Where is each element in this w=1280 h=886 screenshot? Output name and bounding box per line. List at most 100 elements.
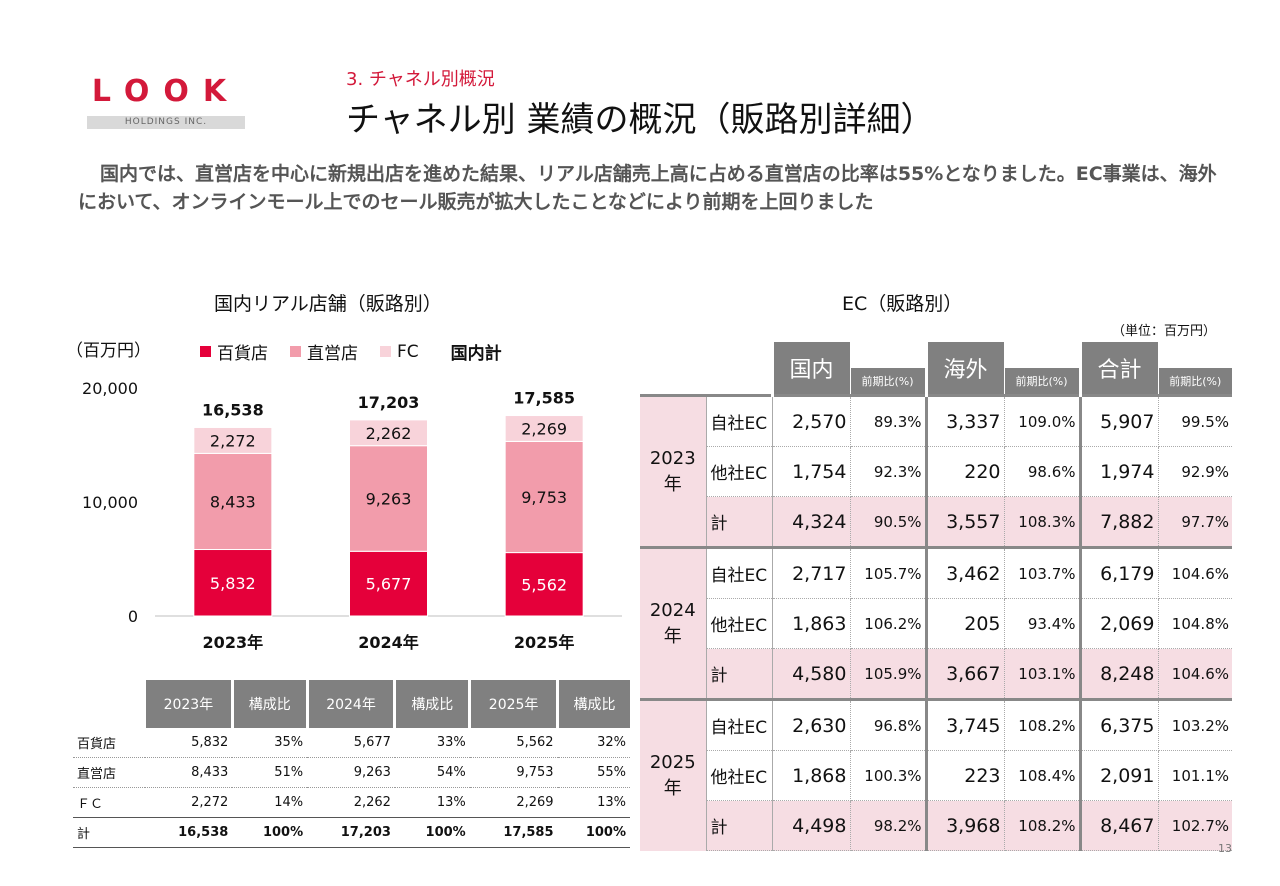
- ec-header-yoy: 前期比(%): [1003, 368, 1080, 396]
- ec-value-cell: 2,091: [1080, 750, 1159, 801]
- ec-row: 他社EC 1,863 106.2% 205 93.4% 2,069 104.8%: [640, 598, 1232, 649]
- ec-header-overseas: 海外: [924, 342, 1004, 396]
- summary-header-row: 2023年 構成比 2024年 構成比 2025年 構成比: [73, 680, 630, 728]
- ec-yoy-cell: 96.8%: [850, 698, 928, 751]
- summary-cell: 2,269: [469, 787, 558, 818]
- ec-yoy-cell: 92.9%: [1158, 446, 1232, 497]
- ec-value-cell: 6,375: [1080, 698, 1159, 751]
- ec-title: EC（販路別）: [842, 293, 963, 315]
- ec-header-blank: [706, 342, 772, 368]
- summary-cell: 100%: [394, 817, 470, 848]
- ec-value-cell: 4,580: [772, 648, 851, 700]
- ec-value-cell: 1,863: [772, 598, 851, 649]
- ec-value-cell: 223: [926, 750, 1005, 801]
- summary-cell: 13%: [557, 787, 630, 818]
- summary-header-ratio: 構成比: [230, 680, 308, 728]
- ec-value-cell: 220: [926, 446, 1005, 497]
- summary-row: ＦＣ 2,272 14% 2,262 13% 2,269 13%: [73, 787, 630, 818]
- legend-direct-label: 直営店: [307, 344, 358, 364]
- bar-total-label: 17,203: [358, 393, 420, 412]
- bar-value-label: 5,677: [366, 575, 412, 594]
- ec-yoy-cell: 105.7%: [850, 546, 928, 599]
- bar-value-label: 2,262: [366, 424, 412, 443]
- ec-yoy-cell: 105.9%: [850, 648, 928, 700]
- legend-total: 国内計: [451, 339, 502, 364]
- summary-row: 計 16,538 100% 17,203 100% 17,585 100%: [73, 817, 630, 848]
- legend-direct: 直営店: [290, 339, 358, 364]
- bar-segment: [504, 415, 584, 442]
- ec-channel-label: 自社EC: [706, 546, 773, 599]
- ec-yoy-cell: 98.6%: [1004, 446, 1082, 497]
- ec-year-number: 2024: [649, 599, 696, 621]
- logo-band: [87, 116, 245, 129]
- ec-yoy-cell: 93.4%: [1004, 598, 1082, 649]
- ec-year-suffix: 年: [663, 777, 682, 799]
- y-tick-label: 20,000: [82, 379, 138, 398]
- legend-direct-swatch: [290, 346, 301, 357]
- ec-year-suffix: 年: [663, 625, 682, 647]
- bar-total-label: 16,538: [202, 400, 264, 419]
- legend-total-label: 国内計: [450, 344, 502, 364]
- ec-value-cell: 205: [926, 598, 1005, 649]
- summary-cell: 14%: [232, 787, 308, 818]
- ec-header-blank: [1158, 342, 1232, 368]
- ec-yoy-cell: 104.8%: [1158, 598, 1232, 649]
- ec-yoy-cell: 108.2%: [1004, 800, 1082, 851]
- ec-header-yoy: 前期比(%): [1157, 368, 1232, 396]
- ec-unit-label: （単位：百万円）: [1112, 324, 1217, 339]
- bar-value-label: 9,263: [366, 489, 412, 508]
- summary-cell: 55%: [557, 757, 630, 788]
- summary-header-ratio: 構成比: [393, 680, 470, 728]
- ec-year-cell: 2023 年: [640, 394, 707, 548]
- company-logo: LOOK HOLDINGS INC.: [87, 66, 245, 132]
- summary-cell: 16,538: [144, 817, 233, 848]
- ec-yoy-cell: 98.2%: [850, 800, 928, 851]
- ec-channel-label: 他社EC: [706, 446, 773, 497]
- ec-header-total: 合計: [1078, 342, 1158, 396]
- ec-header-yoy: 前期比(%): [849, 368, 926, 396]
- legend-fc: FC: [380, 339, 419, 364]
- ec-value-cell: 3,968: [926, 800, 1005, 851]
- ec-header-blank: [640, 342, 706, 368]
- ec-header-blank: [640, 368, 706, 396]
- bar-value-label: 9,753: [521, 488, 567, 507]
- ec-yoy-cell: 102.7%: [1158, 800, 1232, 851]
- bar-value-label: 5,832: [210, 574, 256, 593]
- ec-value-cell: 3,557: [926, 496, 1005, 548]
- legend-fc-label: FC: [397, 341, 419, 362]
- bar-value-label: 8,433: [210, 492, 256, 511]
- ec-channel-label: 計: [706, 496, 773, 548]
- logo-wordmark: LOOK: [91, 74, 241, 109]
- bar-segment: [193, 426, 273, 454]
- ec-header-domestic: 国内: [770, 342, 850, 396]
- ec-row: 2024 年自社EC 2,717 105.7% 3,462 103.7% 6,179 104.…: [640, 546, 1232, 700]
- ec-year-cell: 2024 年: [640, 546, 707, 700]
- summary-cell: 35%: [232, 728, 308, 758]
- ec-row: 2025 年自社EC 2,630 96.8% 3,745 108.2% 6,375 103.2…: [640, 698, 1232, 851]
- ec-value-cell: 5,907: [1080, 394, 1159, 447]
- summary-cell: 54%: [394, 757, 470, 788]
- bar-value-label: 2,272: [210, 431, 256, 450]
- ec-header-blank: [1004, 342, 1080, 368]
- ec-value-cell: 7,882: [1080, 496, 1159, 548]
- ec-value-cell: 4,324: [772, 496, 851, 548]
- ec-yoy-cell: 90.5%: [850, 496, 928, 548]
- summary-cell: 17,203: [307, 817, 395, 848]
- ec-year-cell: 2025 年: [640, 698, 707, 851]
- legend-dept: 百貨店: [200, 339, 268, 364]
- ec-yoy-cell: 101.1%: [1158, 750, 1232, 801]
- ec-yoy-cell: 103.7%: [1004, 546, 1082, 599]
- summary-cell: 17,585: [469, 817, 558, 848]
- ec-channel-label: 自社EC: [706, 394, 773, 447]
- summary-table: 2023年 構成比 2024年 構成比 2025年 構成比 百貨店 5,832 35…: [73, 680, 630, 848]
- ec-value-cell: 1,974: [1080, 446, 1159, 497]
- ec-channel-label: 他社EC: [706, 750, 773, 801]
- summary-cell: 100%: [557, 817, 630, 848]
- bar-segment: [193, 452, 273, 551]
- ec-yoy-cell: 97.7%: [1158, 496, 1232, 548]
- bar-value-label: 5,562: [521, 575, 567, 594]
- ec-value-cell: 8,248: [1080, 648, 1159, 700]
- summary-cell: 5,562: [469, 728, 558, 758]
- ec-year-suffix: 年: [663, 473, 682, 495]
- summary-cell: 51%: [232, 757, 308, 788]
